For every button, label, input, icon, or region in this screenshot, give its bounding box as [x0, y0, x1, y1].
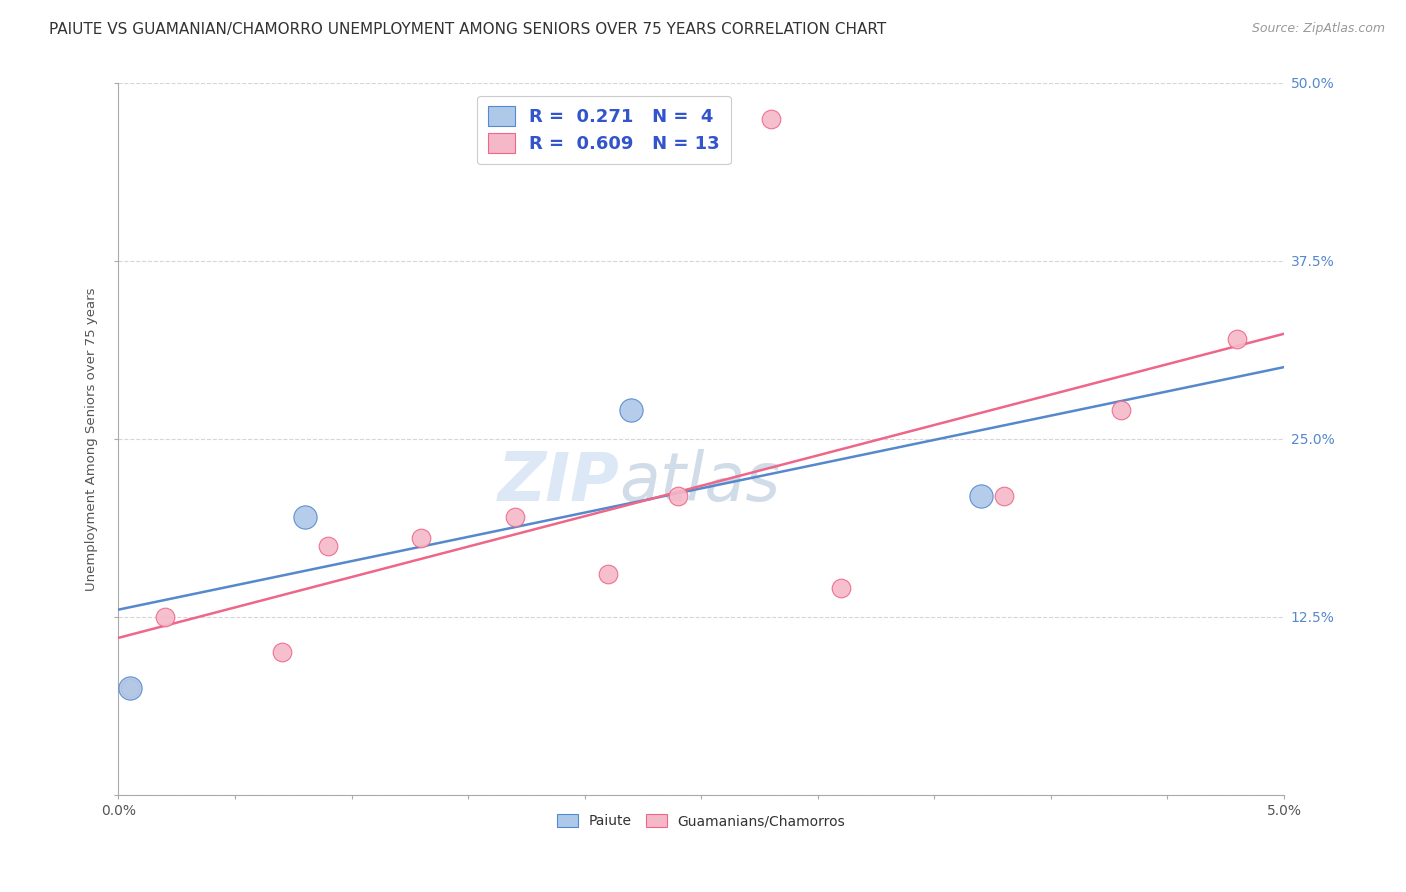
Text: Source: ZipAtlas.com: Source: ZipAtlas.com — [1251, 22, 1385, 36]
Point — [411, 532, 433, 546]
Point — [620, 403, 643, 417]
Point — [294, 510, 316, 524]
Point — [153, 609, 176, 624]
Point — [316, 539, 339, 553]
Point — [759, 112, 782, 126]
Point — [503, 510, 526, 524]
Point — [993, 489, 1015, 503]
Point — [120, 681, 142, 695]
Point — [1109, 403, 1132, 417]
Point — [970, 489, 993, 503]
Legend: Paiute, Guamanians/Chamorros: Paiute, Guamanians/Chamorros — [551, 809, 851, 834]
Point — [830, 582, 852, 596]
Text: PAIUTE VS GUAMANIAN/CHAMORRO UNEMPLOYMENT AMONG SENIORS OVER 75 YEARS CORRELATIO: PAIUTE VS GUAMANIAN/CHAMORRO UNEMPLOYMEN… — [49, 22, 886, 37]
Point — [120, 681, 142, 695]
Point — [270, 645, 292, 659]
Y-axis label: Unemployment Among Seniors over 75 years: Unemployment Among Seniors over 75 years — [86, 287, 98, 591]
Text: atlas: atlas — [620, 449, 780, 515]
Point — [666, 489, 689, 503]
Point — [1226, 332, 1249, 346]
Text: ZIP: ZIP — [498, 449, 620, 515]
Point — [596, 567, 619, 582]
